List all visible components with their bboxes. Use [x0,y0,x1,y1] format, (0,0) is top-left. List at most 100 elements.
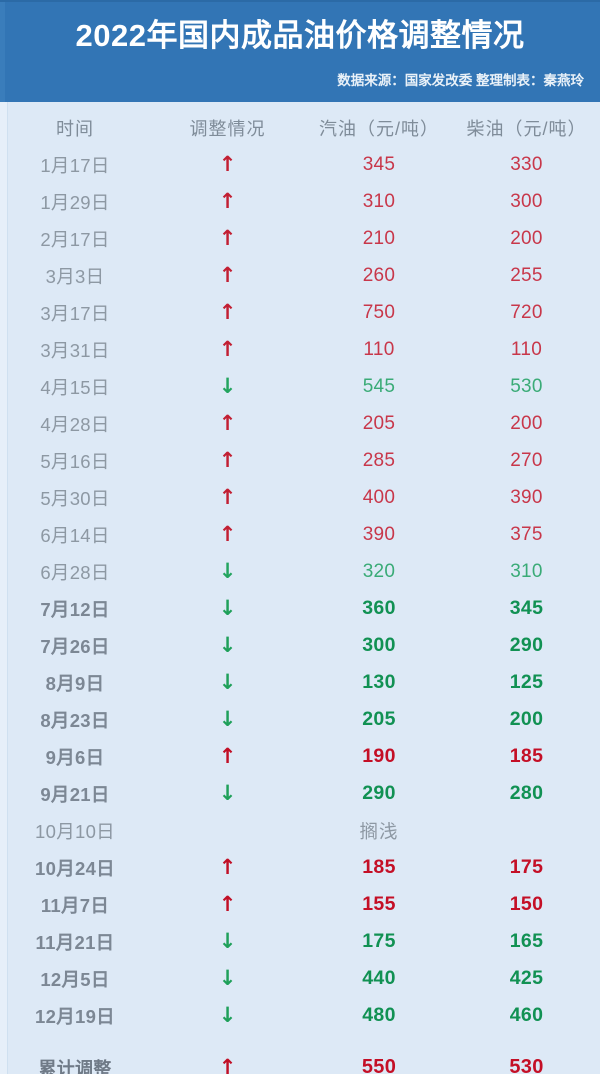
cell-gasoline: 260 [362,264,396,286]
cell-total-gasoline: 550 [361,1056,397,1074]
cell-diesel: 270 [510,449,543,471]
table-row: 12月5日 ↓ 440 425 [0,960,600,997]
cell-date: 3月31日 [40,339,110,361]
cell-direction: ↓ [150,669,305,694]
cell-direction: ↑ [150,854,305,879]
arrow-down-icon: ↓ [218,632,237,657]
arrow-down-icon: ↓ [218,558,237,583]
cell-diesel: 345 [509,597,544,619]
cell-gasoline: 345 [362,153,396,175]
table-row: 5月30日 ↑ 400 390 [0,479,600,516]
table-row: 11月7日 ↑ 155 150 [0,886,600,923]
cell-diesel: 200 [510,412,543,434]
cell-direction: ↑ [150,153,305,176]
cell-direction: ↑ [150,336,305,361]
arrow-down-icon: ↓ [218,965,237,990]
cell-diesel: 290 [509,634,544,656]
cell-diesel: 530 [510,375,543,397]
cell-diesel: 125 [509,671,544,693]
table-row: 9月21日 ↓ 290 280 [0,775,600,812]
table-row: 8月9日 ↓ 130 125 [0,664,600,701]
cell-direction: ↓ [150,708,305,731]
cell-diesel: 110 [510,338,543,360]
cell-direction: ↑ [150,264,305,287]
arrow-down-icon: ↓ [218,669,237,694]
cell-gasoline: 400 [362,486,396,508]
cell-gasoline: 搁浅 [305,818,453,844]
table-row: 4月28日 ↑ 205 200 [0,405,600,442]
stranded-label: 搁浅 [359,820,399,842]
cell-direction: ↑ [150,299,305,324]
table-row: 7月12日 ↓ 360 345 [0,590,600,627]
cell-direction: ↓ [150,595,305,620]
arrow-up-icon: ↑ [218,447,237,472]
cell-gasoline: 185 [362,856,396,878]
cell-diesel: 425 [509,967,544,989]
cell-date: 12月5日 [40,968,110,990]
table-row: 1月29日 ↑ 310 300 [0,183,600,220]
cell-direction: ↑ [150,891,305,916]
cell-direction: ↑ [150,447,305,472]
arrow-down-icon: ↓ [218,373,237,398]
table-row: 5月16日 ↑ 285 270 [0,442,600,479]
arrow-up-icon: ↑ [218,299,237,324]
cell-gasoline: 360 [362,597,396,619]
cell-direction: ↓ [150,930,305,953]
cell-gasoline: 290 [362,782,396,804]
cell-diesel: 200 [509,708,544,730]
cell-diesel: 165 [509,930,544,952]
cell-gasoline: 285 [362,449,396,471]
cell-date: 6月28日 [40,561,110,583]
arrow-down-icon: ↓ [218,1002,237,1027]
cell-date: 8月23日 [40,709,110,731]
cell-direction: ↑ [150,412,305,435]
arrow-up-icon: ↑ [218,891,237,916]
table-row: 12月19日 ↓ 480 460 [0,997,600,1034]
cell-date: 7月26日 [40,635,110,657]
arrow-down-icon: ↓ [218,595,237,620]
table-row: 8月23日 ↓ 205 200 [0,701,600,738]
cell-date: 4月15日 [40,376,110,398]
cell-total-label: 累计调整 [38,1058,112,1074]
price-adjustment-table: 时间 调整情况 汽油（元/吨） 柴油（元/吨） 1月17日 ↑ 345 330 1月29日 ↑ 31… [0,102,600,1074]
arrow-up-icon: ↑ [218,336,237,361]
table-row: 11月21日 ↓ 175 165 [0,923,600,960]
arrow-up-icon: ↑ [218,484,237,509]
cell-date: 3月3日 [45,265,105,287]
cell-date: 2月17日 [40,228,110,250]
cell-direction: ↑ [150,227,305,250]
cell-gasoline: 310 [362,190,396,212]
cell-gasoline: 175 [362,930,396,952]
source-credit: 数据来源：国家发改委 整理制表：秦燕玲 [337,73,584,88]
arrow-up-icon: ↑ [218,743,237,768]
cell-diesel: 375 [510,523,543,545]
cell-direction: ↓ [150,373,305,398]
cell-diesel: 300 [510,190,543,212]
column-header-dir: 调整情况 [189,118,266,139]
table-header-row: 时间 调整情况 汽油（元/吨） 柴油（元/吨） [0,109,600,146]
cell-total-direction: ↑ [150,1056,305,1074]
arrow-up-icon: ↑ [218,854,237,879]
cell-diesel: 330 [510,153,543,175]
table-row: 6月14日 ↑ 390 375 [0,516,600,553]
cell-diesel: 460 [509,1004,544,1026]
cell-gasoline: 750 [362,301,396,323]
arrow-up-icon: ↑ [218,521,237,546]
cell-gasoline: 545 [362,375,396,397]
table-row: 7月26日 ↓ 300 290 [0,627,600,664]
cell-date: 4月28日 [40,413,110,435]
cell-gasoline: 320 [362,560,396,582]
cell-direction: ↑ [150,190,305,213]
cell-gasoline: 110 [363,338,395,360]
cell-date: 9月6日 [45,746,105,768]
cell-diesel: 255 [510,264,543,286]
cell-date: 1月17日 [40,154,110,176]
table-row: 2月17日 ↑ 210 200 [0,220,600,257]
table-total-row: 累计调整 ↑ 550 530 [0,1049,600,1074]
table-row: 3月3日 ↑ 260 255 [0,257,600,294]
cell-gasoline: 480 [362,1004,396,1026]
cell-date: 11月7日 [40,894,110,916]
cell-gasoline: 205 [362,708,396,730]
cell-diesel: 200 [510,227,543,249]
